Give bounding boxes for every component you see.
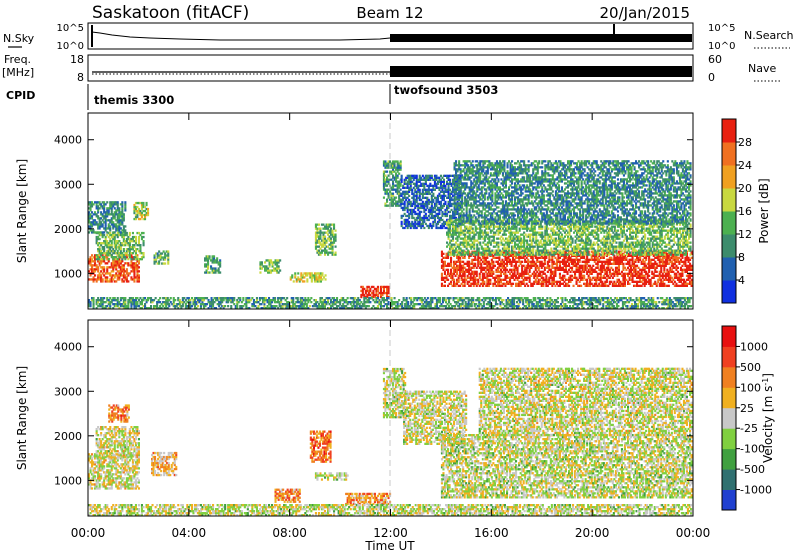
nave-tick-low: 0 — [708, 71, 715, 84]
colorbar-tick-label: 16 — [738, 205, 752, 218]
nsearch-trace — [390, 34, 692, 42]
y-tick-label: 3000 — [54, 385, 82, 398]
freq-tick-low: 8 — [77, 71, 84, 84]
nsearch-tick-low: 10^0 — [708, 41, 735, 52]
colorbar-swatch — [722, 280, 736, 304]
x-tick-label: 20:00 — [575, 526, 610, 540]
x-tick-label: 00:00 — [676, 526, 711, 540]
colorbar-swatch — [722, 490, 736, 511]
nsearch-tick-high: 10^5 — [708, 23, 735, 34]
x-tick-label: 12:00 — [373, 526, 408, 540]
colorbar-tick-label: 20 — [738, 182, 752, 195]
colorbar-swatch — [722, 257, 736, 281]
nsky-trace — [92, 32, 390, 40]
nsearch-label: N.Search — [744, 29, 794, 42]
x-axis-label: Time UT — [364, 539, 415, 553]
x-tick-label: 04:00 — [172, 526, 207, 540]
cpid-label: CPID — [6, 89, 35, 102]
freq-label-top: Freq. — [4, 53, 31, 66]
colorbar-swatch — [722, 346, 736, 367]
colorbar-swatch — [722, 428, 736, 449]
y-tick-label: 2000 — [54, 430, 82, 443]
velocity-ylabel: Slant Range [km] — [15, 366, 29, 470]
colorbar-swatch — [722, 165, 736, 189]
beam-label: Beam 12 — [356, 4, 423, 22]
y-tick-label: 1000 — [54, 267, 82, 280]
nave-label: Nave — [748, 62, 776, 75]
colorbar-tick-label: 28 — [738, 136, 752, 149]
velocity-colorbar-label: Velocity [m s-1] — [761, 373, 776, 463]
power-panel: 1000 2000 3000 4000 Slant Range [km] 4 8 12 16… — [15, 113, 771, 309]
freq-panel: Freq. [MHz] 18 8 60 0 Nave — [2, 53, 780, 84]
colorbar-swatch — [722, 234, 736, 258]
x-tick-label: 08:00 — [272, 526, 307, 540]
colorbar-tick-label: 8 — [738, 251, 745, 264]
power-ylabel: Slant Range [km] — [15, 159, 29, 263]
x-tick-label: 00:00 — [71, 526, 106, 540]
velocity-panel: 1000 2000 3000 4000 Slant Range [km] 1000 50… — [15, 320, 775, 516]
freq-tick-high: 18 — [70, 53, 84, 66]
colorbar-tick-label: -1000 — [740, 484, 772, 497]
colorbar-swatch — [722, 211, 736, 235]
colorbar-tick-label: 25 — [740, 402, 754, 415]
y-tick-label: 3000 — [54, 178, 82, 191]
power-colorbar-label: Power [dB] — [757, 178, 771, 243]
colorbar-swatch — [722, 326, 736, 347]
nsky-tick-high: 10^5 — [57, 23, 84, 34]
cpid-segment-1: twofsound 3503 — [394, 83, 498, 97]
x-tick-labels: 00:00 04:00 08:00 12:00 16:00 20:00 00:00 — [71, 526, 711, 540]
colorbar-tick-label: 4 — [738, 274, 745, 287]
data-region-13 — [446, 220, 692, 256]
colorbar-tick-label: -500 — [740, 463, 765, 476]
nsky-tick-low: 10^0 — [57, 41, 84, 52]
colorbar-tick-label: 12 — [738, 228, 752, 241]
colorbar-tick-label: 24 — [738, 159, 752, 172]
colorbar-swatch — [722, 188, 736, 212]
title: Saskatoon (fitACF) — [92, 3, 249, 23]
colorbar-swatch — [722, 469, 736, 490]
y-tick-label: 1000 — [54, 474, 82, 487]
x-tick-label: 16:00 — [474, 526, 509, 540]
nsky-label: N.Sky — [3, 32, 35, 45]
nave-tick-high: 60 — [708, 53, 722, 66]
colorbar-swatch — [722, 142, 736, 166]
colorbar-swatch — [722, 387, 736, 408]
y-tick-label: 2000 — [54, 223, 82, 236]
colorbar-swatch — [722, 119, 736, 143]
power-colorbar: 4 8 12 16 20 24 28 — [722, 119, 752, 304]
y-tick-label: 4000 — [54, 341, 82, 354]
date-label: 20/Jan/2015 — [600, 4, 691, 22]
y-tick-label: 4000 — [54, 134, 82, 147]
colorbar-swatch — [722, 449, 736, 470]
colorbar-swatch — [722, 367, 736, 388]
colorbar-swatch — [722, 408, 736, 429]
cpid-row: CPID themis 3300 twofsound 3503 — [6, 83, 498, 110]
freq-label-bottom: [MHz] — [2, 66, 34, 79]
cpid-segment-0: themis 3300 — [94, 93, 174, 107]
colorbar-tick-label: 1000 — [740, 340, 768, 353]
colorbar-tick-label: 100 — [740, 381, 761, 394]
colorbar-tick-label: 500 — [740, 361, 761, 374]
colorbar-tick-label: -25 — [740, 422, 758, 435]
data-region-8 — [315, 224, 337, 256]
nave-trace — [390, 66, 692, 77]
noise-panel: N.Sky 10^5 10^0 10^5 10^0 N.Search — [3, 23, 794, 52]
